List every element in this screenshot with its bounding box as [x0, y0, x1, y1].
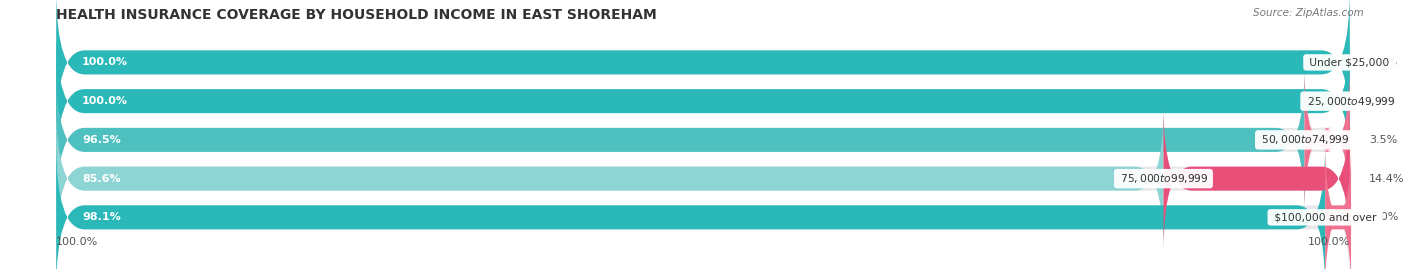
- FancyBboxPatch shape: [56, 105, 1164, 252]
- Text: 100.0%: 100.0%: [82, 96, 128, 106]
- FancyBboxPatch shape: [56, 0, 1350, 136]
- Text: 85.6%: 85.6%: [82, 174, 121, 184]
- FancyBboxPatch shape: [1305, 67, 1350, 213]
- Text: 2.0%: 2.0%: [1371, 212, 1399, 222]
- FancyBboxPatch shape: [56, 105, 1350, 252]
- Text: 100.0%: 100.0%: [56, 238, 98, 247]
- Text: $25,000 to $49,999: $25,000 to $49,999: [1303, 95, 1396, 108]
- Text: $50,000 to $74,999: $50,000 to $74,999: [1258, 133, 1351, 146]
- FancyBboxPatch shape: [1323, 144, 1354, 269]
- Text: 100.0%: 100.0%: [82, 57, 128, 68]
- Text: 100.0%: 100.0%: [1308, 238, 1350, 247]
- Text: 3.5%: 3.5%: [1369, 135, 1398, 145]
- Text: 0.0%: 0.0%: [1369, 57, 1398, 68]
- Text: Under $25,000: Under $25,000: [1306, 57, 1393, 68]
- FancyBboxPatch shape: [56, 144, 1350, 269]
- FancyBboxPatch shape: [56, 144, 1326, 269]
- Text: $75,000 to $99,999: $75,000 to $99,999: [1118, 172, 1209, 185]
- Text: 96.5%: 96.5%: [82, 135, 121, 145]
- FancyBboxPatch shape: [1164, 105, 1350, 252]
- Text: 0.0%: 0.0%: [1369, 96, 1398, 106]
- Text: 98.1%: 98.1%: [82, 212, 121, 222]
- Text: Source: ZipAtlas.com: Source: ZipAtlas.com: [1253, 8, 1364, 18]
- FancyBboxPatch shape: [56, 67, 1350, 213]
- Text: HEALTH INSURANCE COVERAGE BY HOUSEHOLD INCOME IN EAST SHOREHAM: HEALTH INSURANCE COVERAGE BY HOUSEHOLD I…: [56, 8, 657, 22]
- Text: $100,000 and over: $100,000 and over: [1271, 212, 1379, 222]
- FancyBboxPatch shape: [56, 0, 1350, 136]
- FancyBboxPatch shape: [56, 28, 1350, 174]
- FancyBboxPatch shape: [56, 67, 1305, 213]
- FancyBboxPatch shape: [56, 28, 1350, 174]
- Text: 14.4%: 14.4%: [1369, 174, 1405, 184]
